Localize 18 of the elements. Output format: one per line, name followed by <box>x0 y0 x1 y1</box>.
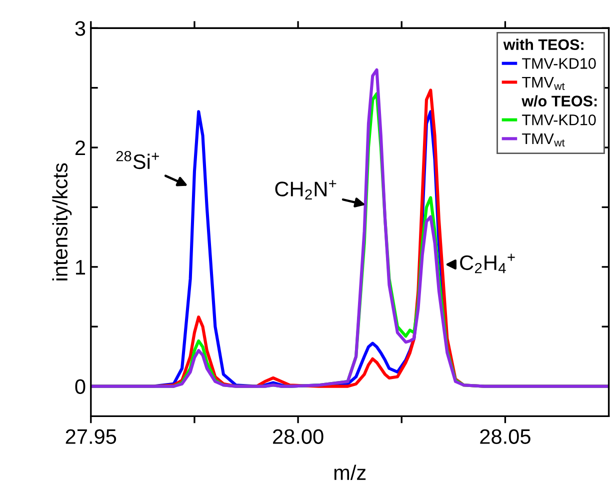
x-tick-label: 28.05 <box>480 429 530 444</box>
x-tick-label: 27.95 <box>66 429 116 444</box>
annotation: $^{28}$Si$^{+}$ <box>116 150 159 170</box>
x-axis-title: m/z <box>334 464 366 480</box>
x-tick-label: 28.00 <box>273 429 324 444</box>
annotation: w/o TEOS: <box>522 95 597 107</box>
y-axis-title: intensity/kcts <box>52 163 72 280</box>
legend-label: TMV-KD10 <box>522 114 596 126</box>
y-tick-label: 1 <box>76 260 86 274</box>
y-tick-label: 0 <box>75 379 86 394</box>
legend-label: TMV$_{wt}$ <box>522 133 565 146</box>
legend-label: TMV$_{wt}$ <box>522 76 565 90</box>
legend-label: TMV-KD10 <box>522 58 596 69</box>
legend-title: with TEOS: <box>503 38 584 50</box>
y-tick-label: 3 <box>75 21 86 36</box>
annotation: CH$_{2}$N$^{+}$ <box>275 180 336 200</box>
y-tick-label: 2 <box>75 140 85 156</box>
annotation: C$_{2}$H$_{4}$$^{+}$ <box>460 254 515 274</box>
